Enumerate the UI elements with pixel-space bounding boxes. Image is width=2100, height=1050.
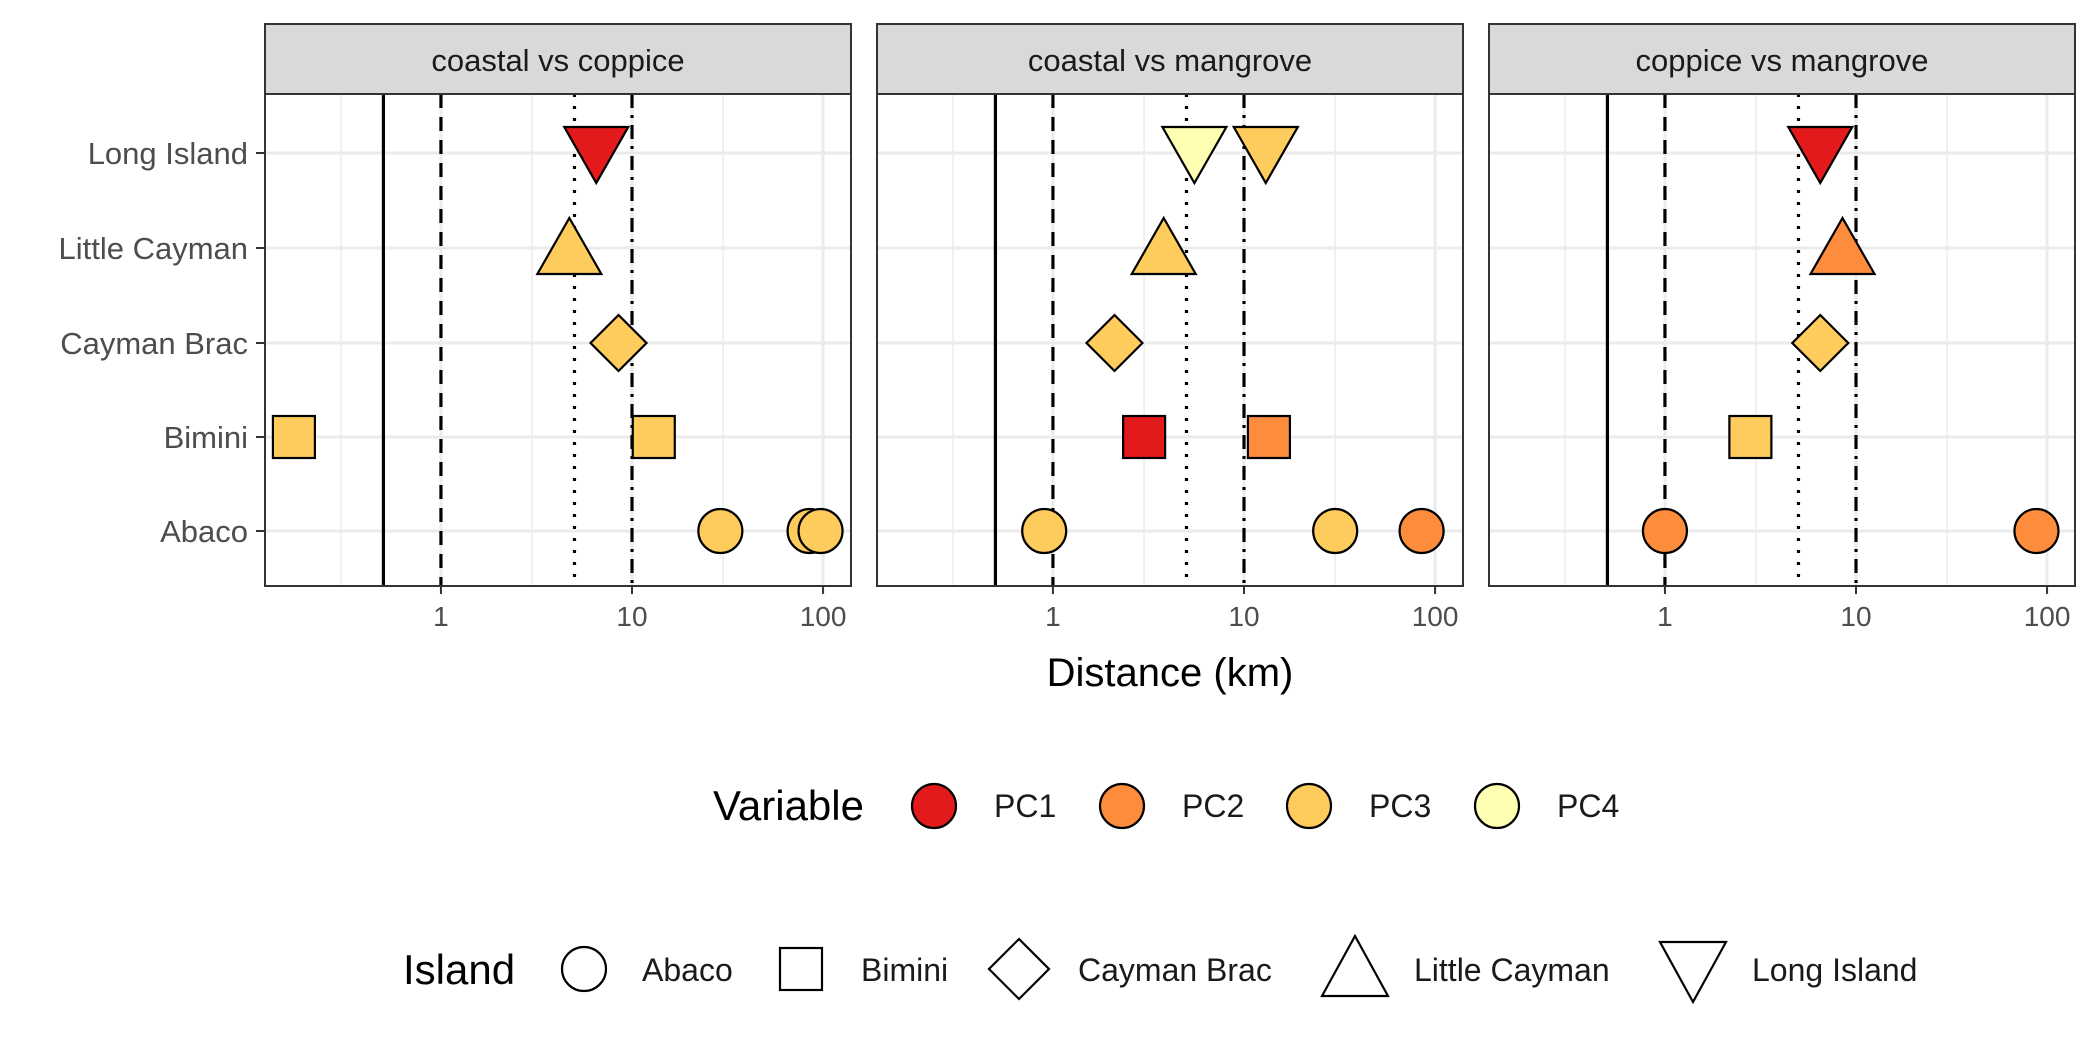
facet-strip (876, 23, 1464, 95)
legend-key-bimini (778, 946, 824, 992)
data-point-bimini-pc3 (271, 414, 317, 460)
y-tick-label-long-island: Long Island (88, 136, 248, 171)
panel-border (264, 93, 852, 587)
legend-key-pc3 (1285, 782, 1333, 830)
legend-key-little-cayman (1320, 933, 1390, 998)
legend-island-title: Island (403, 946, 515, 993)
legend-label-abaco: Abaco (642, 952, 733, 988)
x-tick-label: 10 (1228, 601, 1259, 632)
facet-title: coppice vs mangrove (1636, 43, 1929, 78)
x-tick-label: 100 (1412, 601, 1459, 632)
x-tick-label: 100 (800, 601, 847, 632)
y-tick-label-abaco: Abaco (160, 514, 248, 549)
x-tick-label: 100 (2024, 601, 2071, 632)
data-point-abaco-pc2 (1398, 507, 1445, 555)
legend-key-cayman-brac (987, 937, 1051, 1001)
data-point-bimini-pc3 (631, 414, 676, 460)
data-point-abaco-pc3 (1312, 507, 1359, 555)
data-point-bimini-pc3 (1728, 414, 1773, 460)
legend-label-pc3: PC3 (1369, 788, 1431, 824)
data-point-abaco-pc3 (1021, 507, 1068, 555)
data-point-bimini-pc2 (1246, 414, 1292, 460)
legend-label-little-cayman: Little Cayman (1414, 952, 1610, 988)
legend-label-bimini: Bimini (861, 952, 948, 988)
data-point-bimini-pc1 (1122, 414, 1167, 460)
legend-key-pc1 (910, 782, 958, 830)
facet-title: coastal vs mangrove (1028, 43, 1312, 78)
panel-background (1489, 94, 2075, 586)
data-point-long-island-pc1 (1786, 125, 1855, 186)
data-point-cayman-brac-pc3 (1790, 313, 1850, 373)
facet-panel-coastal-vs-coppice: coastal vs coppice 1 10 100 (264, 23, 852, 632)
data-point-long-island-pc1 (562, 125, 631, 186)
facet-title: coastal vs coppice (431, 43, 684, 78)
x-tick-label: 1 (1045, 601, 1061, 632)
legend-label-pc2: PC2 (1182, 788, 1244, 824)
legend-key-long-island (1658, 940, 1728, 1005)
data-point-long-island-pc3 (1231, 125, 1300, 186)
x-tick-label: 1 (433, 601, 449, 632)
x-axis-title: Distance (km) (1047, 651, 1294, 695)
legend-label-long-island: Long Island (1752, 952, 1917, 988)
facet-panel-coastal-vs-mangrove: coastal vs mangrove 1 10 100 (876, 23, 1464, 632)
legend-label-cayman-brac: Cayman Brac (1078, 952, 1272, 988)
y-tick-label-little-cayman: Little Cayman (58, 231, 248, 266)
data-point-little-cayman-pc2 (1808, 215, 1877, 276)
panel-background (265, 94, 851, 586)
x-tick-label: 1 (1657, 601, 1673, 632)
legend-label-pc4: PC4 (1557, 788, 1619, 824)
panel-background (877, 94, 1463, 586)
data-point-abaco-pc3 (697, 507, 744, 555)
legend-key-abaco (560, 945, 608, 993)
data-point-cayman-brac-pc3 (588, 313, 649, 373)
legend-variable: Variable PC1 PC2 PC3 PC4 (713, 782, 1619, 830)
legend-label-pc1: PC1 (994, 788, 1056, 824)
data-point-abaco-pc2 (2013, 507, 2060, 555)
y-tick-label-cayman-brac: Cayman Brac (60, 326, 248, 361)
x-tick-label: 10 (1840, 601, 1871, 632)
y-axis: Long Island Little Cayman Cayman Brac Bimin… (58, 136, 265, 549)
legend-island: Island Abaco Bimini Cayman Brac Little Cayma… (403, 933, 1917, 1005)
data-point-long-island-pc4 (1160, 125, 1229, 186)
panel-border (876, 93, 1464, 587)
data-point-cayman-brac-pc3 (1084, 313, 1145, 373)
y-tick-label-bimini: Bimini (164, 420, 248, 455)
facet-strip (264, 23, 852, 95)
facet-strip (1488, 23, 2076, 95)
data-point-little-cayman-pc3 (1129, 215, 1198, 276)
panel-border (1488, 93, 2076, 587)
facet-panel-coppice-vs-mangrove: coppice vs mangrove 1 10 100 (1488, 23, 2076, 632)
x-tick-label: 10 (616, 601, 647, 632)
data-point-little-cayman-pc3 (535, 215, 604, 276)
legend-key-pc4 (1473, 782, 1521, 830)
data-point-abaco-pc2 (1641, 507, 1689, 555)
legend-variable-title: Variable (713, 782, 864, 829)
data-point-abaco-pc3 (797, 507, 844, 555)
legend-key-pc2 (1098, 782, 1146, 830)
